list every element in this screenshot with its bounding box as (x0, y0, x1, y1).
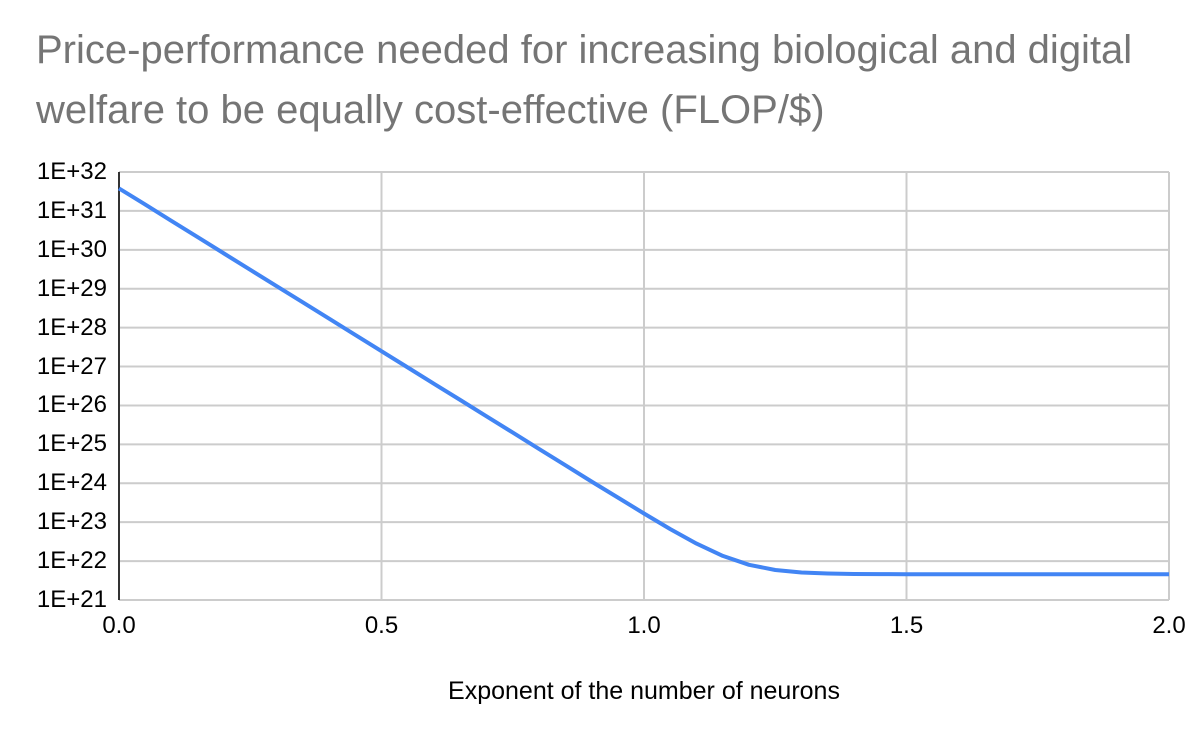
chart-title-line-1: Price-performance needed for increasing … (36, 28, 1133, 72)
x-tick-label: 0.0 (102, 612, 136, 639)
y-tick-label: 1E+32 (36, 158, 107, 185)
x-tick-label: 2.0 (1152, 612, 1186, 639)
y-tick-label: 1E+26 (36, 391, 107, 419)
y-tick-label: 1E+23 (36, 508, 107, 536)
y-tick-label: 1E+31 (36, 196, 107, 224)
series-line (117, 186, 1169, 577)
x-tick-label: 1.0 (627, 612, 661, 639)
y-tick-label: 1E+30 (36, 235, 107, 263)
y-tick-label: 1E+22 (36, 547, 107, 575)
x-axis-title: Exponent of the number of neurons (448, 677, 840, 705)
y-tick-label: 1E+27 (36, 352, 107, 380)
chart-title-line-2: welfare to be equally cost-effective (FL… (36, 88, 825, 132)
x-tick-label: 1.5 (889, 612, 924, 639)
y-tick-label: 1E+25 (36, 430, 107, 458)
x-tick-label: 0.5 (364, 612, 399, 639)
y-tick-label: 1E+28 (36, 313, 107, 341)
y-tick-label: 1E+21 (36, 586, 107, 613)
y-tick-label: 1E+29 (36, 274, 107, 302)
y-tick-label: 1E+24 (36, 469, 107, 497)
chart-title: Price-performance needed for increasing … (36, 20, 1176, 140)
